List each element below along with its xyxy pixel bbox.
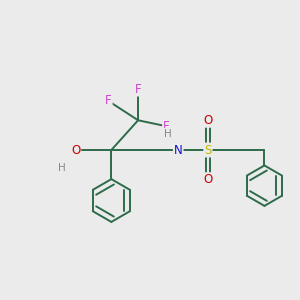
Text: O: O bbox=[203, 173, 213, 186]
Text: N: N bbox=[174, 143, 183, 157]
Text: H: H bbox=[58, 163, 66, 173]
Text: F: F bbox=[105, 94, 112, 107]
Text: S: S bbox=[204, 143, 211, 157]
Text: O: O bbox=[71, 143, 80, 157]
Text: O: O bbox=[203, 114, 213, 127]
Text: F: F bbox=[163, 120, 170, 133]
Text: H: H bbox=[164, 129, 172, 139]
Text: F: F bbox=[135, 82, 141, 96]
